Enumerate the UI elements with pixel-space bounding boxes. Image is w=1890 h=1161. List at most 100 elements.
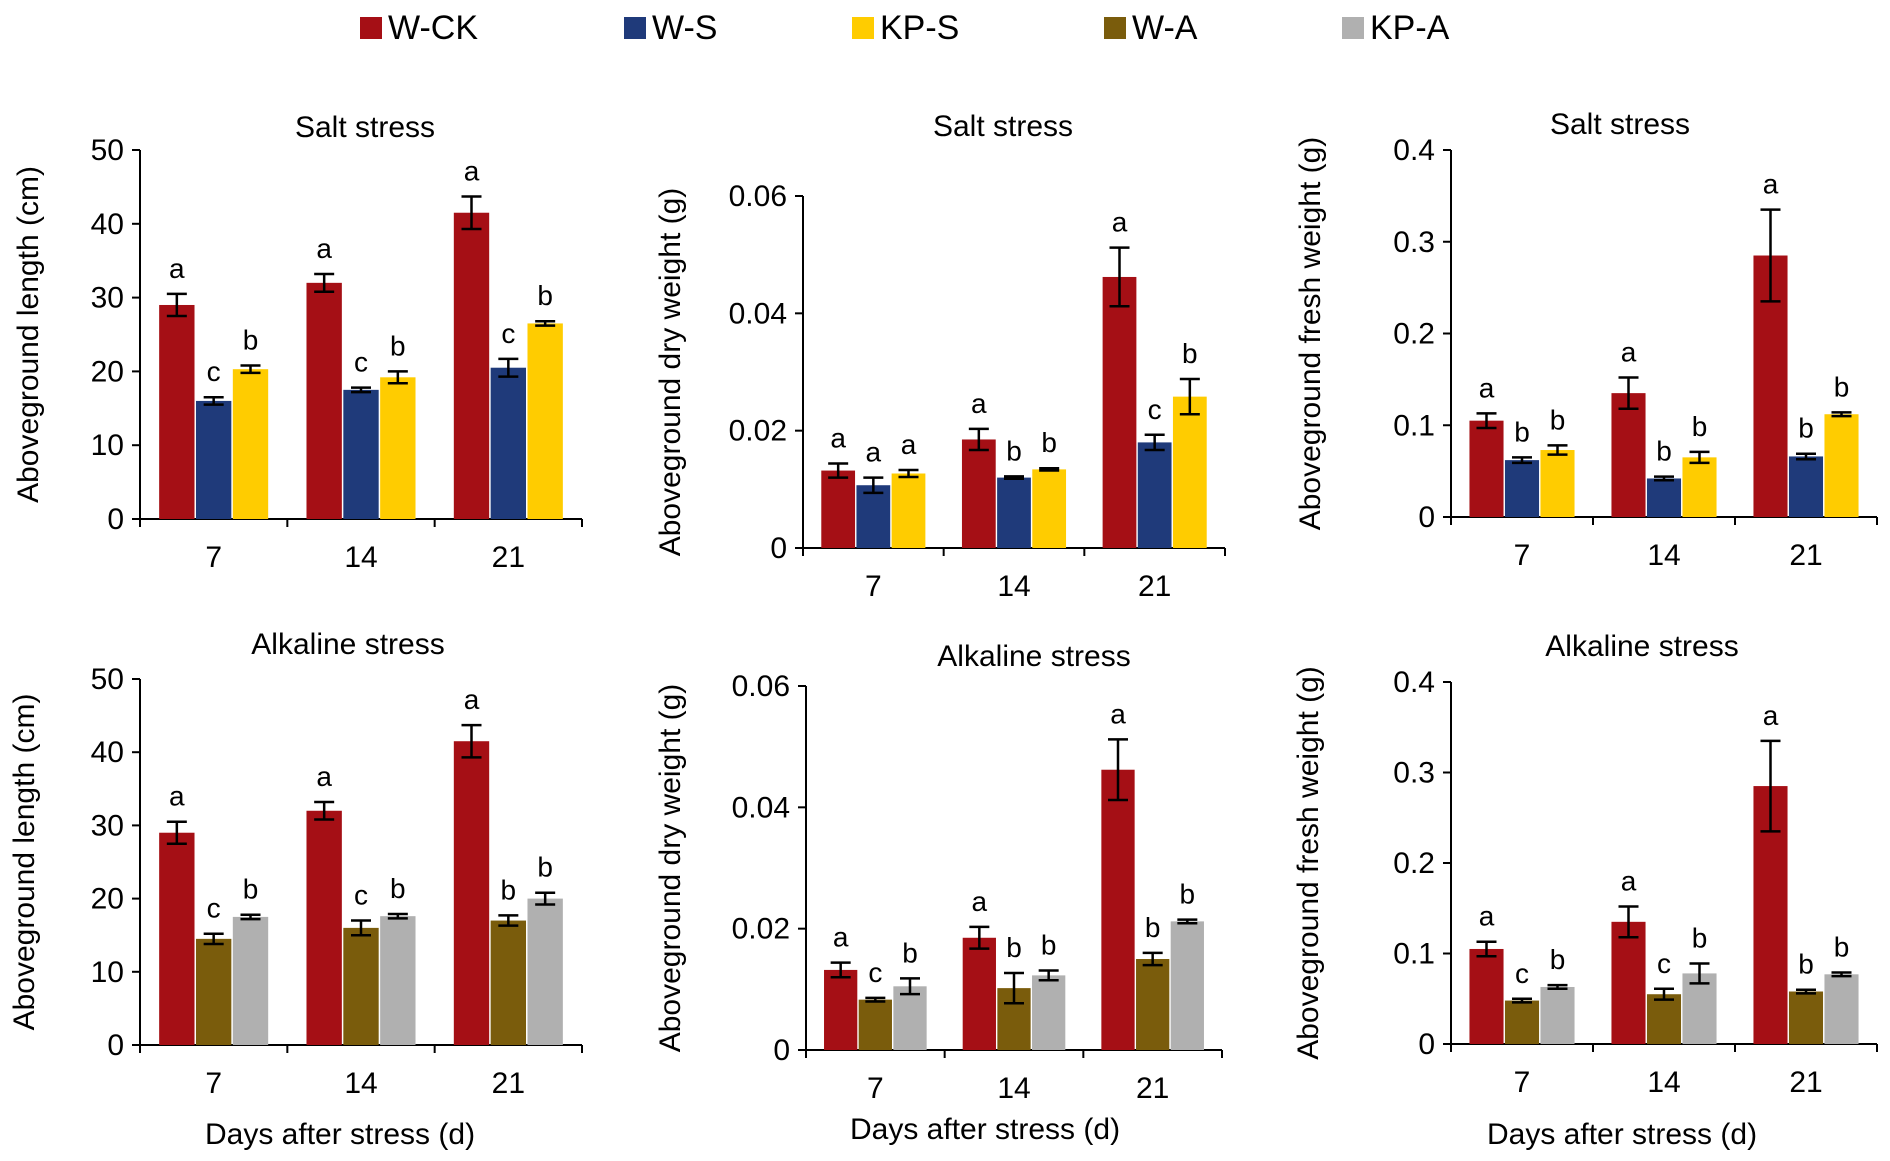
- y-axis-title: Aboveground fresh weight (g): [1292, 666, 1325, 1060]
- y-tick-label: 10: [91, 956, 124, 989]
- y-tick-label: 0.1: [1393, 938, 1435, 971]
- legend-swatch-w-a: [1104, 17, 1126, 39]
- y-tick-label: 0.4: [1393, 134, 1435, 167]
- x-tick-label: 7: [1514, 539, 1531, 572]
- significance-letter: c: [207, 356, 221, 387]
- bar-kp-s: [1032, 469, 1067, 548]
- bar-kp-s: [232, 369, 269, 519]
- legend-label-w-a: W-A: [1132, 9, 1198, 47]
- significance-letter: c: [207, 893, 221, 924]
- chart-salt-fresh-weight: Salt stress Aboveground fresh weight (g) 0…: [1294, 108, 1878, 572]
- legend-item-kp-s: KP-S: [852, 6, 959, 50]
- significance-letter: a: [1621, 337, 1637, 368]
- x-tick-label: 7: [1514, 1066, 1531, 1099]
- chart-salt-length: Salt stress Aboveground length (cm) 0 10 20 3…: [12, 111, 583, 574]
- bar-kp-s: [1824, 414, 1859, 517]
- bar-w-a: [1788, 991, 1824, 1044]
- bar-kp-s: [1172, 396, 1207, 548]
- significance-letter: a: [316, 761, 332, 792]
- legend-label-kp-s: KP-S: [880, 9, 960, 47]
- y-tick-label: 0.02: [729, 415, 787, 448]
- x-tick-label: 14: [997, 570, 1030, 603]
- significance-letter: c: [501, 318, 515, 349]
- bar-kp-s: [891, 473, 926, 548]
- bar-w-a: [1136, 959, 1170, 1050]
- bar-w-a: [1504, 1000, 1540, 1044]
- bar-kp-a: [1682, 973, 1717, 1044]
- significance-letter: c: [354, 880, 368, 911]
- legend-swatch-w-s: [624, 17, 646, 39]
- significance-letter: a: [1621, 865, 1637, 896]
- significance-letter: a: [1763, 169, 1779, 200]
- significance-letter: b: [1656, 436, 1672, 467]
- significance-letter: b: [1692, 922, 1708, 953]
- bar-w-ck: [1469, 948, 1504, 1044]
- y-tick-label: 50: [91, 134, 124, 167]
- y-tick-label: 40: [91, 208, 124, 241]
- bar-kp-a: [1170, 921, 1204, 1050]
- y-axis-title: Aboveground fresh weight (g): [1294, 137, 1327, 531]
- y-tick-label: 0.4: [1393, 666, 1435, 699]
- y-tick-label: 0: [770, 532, 787, 565]
- x-axis-title-alkaline-dry-weight: Days after stress (d): [850, 1113, 1121, 1146]
- significance-letter: a: [833, 922, 849, 953]
- x-tick-label: 7: [205, 1067, 222, 1100]
- x-tick-label: 14: [997, 1072, 1030, 1105]
- y-tick-label: 30: [91, 282, 124, 315]
- y-tick-label: 0.1: [1393, 409, 1435, 442]
- significance-letter: b: [1514, 416, 1530, 447]
- x-tick-label: 7: [205, 541, 222, 574]
- significance-letter: b: [243, 324, 259, 355]
- x-tick-label: 21: [492, 541, 525, 574]
- bar-w-s: [997, 477, 1031, 548]
- legend-swatch-kp-s: [852, 17, 874, 39]
- bar-w-ck: [821, 470, 856, 548]
- x-tick-label: 21: [1789, 539, 1822, 572]
- significance-letter: b: [1798, 949, 1814, 980]
- chart-title: Alkaline stress: [937, 640, 1130, 673]
- bar-w-s: [195, 400, 232, 519]
- significance-letter: b: [390, 873, 406, 904]
- y-tick-label: 0.3: [1393, 757, 1435, 790]
- bar-kp-s: [1540, 450, 1575, 517]
- bar-w-ck: [824, 969, 858, 1050]
- legend-label-w-ck: W-CK: [388, 9, 479, 47]
- bar-kp-a: [1824, 974, 1859, 1044]
- significance-letter: a: [1479, 372, 1495, 403]
- bar-w-ck: [1101, 769, 1135, 1050]
- bar-w-ck: [1611, 393, 1646, 517]
- bar-kp-a: [893, 986, 927, 1050]
- significance-letter: c: [1657, 948, 1671, 979]
- significance-letter: a: [1479, 901, 1495, 932]
- significance-letter: b: [1550, 404, 1566, 435]
- significance-letter: b: [1180, 879, 1196, 910]
- x-tick-label: 14: [344, 541, 377, 574]
- bar-w-s: [490, 367, 527, 519]
- y-tick-label: 0: [1418, 501, 1435, 534]
- bar-w-s: [1137, 442, 1172, 548]
- bar-w-ck: [1611, 921, 1646, 1044]
- significance-letter: a: [830, 423, 846, 454]
- significance-letter: a: [464, 684, 480, 715]
- bar-w-a: [343, 927, 379, 1045]
- x-axis-title-alkaline-fresh-weight: Days after stress (d): [1487, 1118, 1758, 1151]
- y-tick-label: 0.06: [729, 180, 787, 213]
- bar-w-a: [1646, 994, 1682, 1044]
- significance-letter: b: [1550, 944, 1566, 975]
- significance-letter: b: [1006, 932, 1022, 963]
- significance-letter: b: [1692, 411, 1708, 442]
- significance-letter: b: [243, 874, 259, 905]
- significance-letter: a: [901, 429, 917, 460]
- x-axis-title-alkaline-length: Days after stress (d): [205, 1118, 476, 1151]
- chart-alkaline-dry-weight: Alkaline stress Aboveground dry weight (g…: [654, 640, 1223, 1105]
- chart-title: Salt stress: [933, 110, 1073, 143]
- x-tick-label: 14: [344, 1067, 377, 1100]
- y-tick-label: 0.04: [732, 791, 790, 824]
- significance-letter: c: [868, 957, 882, 988]
- legend-item-kp-a: KP-A: [1342, 6, 1449, 50]
- significance-letter: b: [1182, 338, 1198, 369]
- y-axis-title: Aboveground dry weight (g): [654, 188, 687, 557]
- significance-letter: b: [1834, 932, 1850, 963]
- x-tick-label: 21: [1138, 570, 1171, 603]
- y-axis-title: Aboveground length (cm): [8, 694, 41, 1031]
